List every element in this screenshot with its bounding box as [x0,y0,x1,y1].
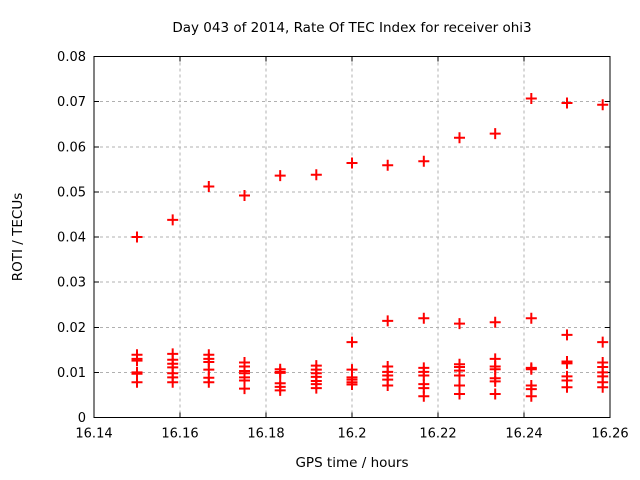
data-point [167,214,179,226]
chart-title: Day 043 of 2014, Rate Of TEC Index for r… [172,20,532,36]
data-point [561,381,573,393]
data-point [525,363,537,375]
data-point [454,132,465,144]
data-point [382,379,394,391]
y-tick-label: 0.06 [57,140,86,155]
data-point [489,128,501,140]
data-point [525,92,537,104]
data-point [131,231,143,243]
y-tick-label: 0.02 [57,321,86,336]
data-point [418,155,430,167]
data-point [346,336,358,348]
data-point [525,390,537,402]
data-point [597,336,609,348]
data-point [418,312,430,324]
y-tick-label: 0.08 [57,50,86,65]
data-point [489,375,501,387]
y-tick-label: 0.07 [57,95,86,110]
data-point [382,315,394,327]
x-axis-label: GPS time / hours [295,455,409,471]
data-point [239,189,250,201]
data-point [561,97,573,109]
y-tick-label: 0.01 [57,366,86,381]
y-tick-label: 0.03 [57,276,86,291]
data-point [561,329,573,341]
y-tick-label: 0.05 [57,185,86,200]
x-tick-label: 16.18 [247,427,284,442]
axis-ticks [93,56,611,418]
data-series [131,92,609,402]
data-point [131,376,143,388]
data-point [346,157,358,169]
data-point [454,318,465,330]
data-point [382,159,394,171]
x-tick-label: 16.24 [505,427,542,442]
x-tick-label: 16.2 [338,427,367,442]
data-point [346,379,358,391]
data-point [561,357,573,369]
x-tick-label: 16.16 [161,427,198,442]
x-tick-label: 16.22 [419,427,456,442]
data-point [454,388,465,400]
data-point [131,355,143,367]
data-point [203,180,215,192]
data-point [418,390,430,402]
data-point [203,376,215,388]
data-point [489,316,501,328]
x-tick-label: 16.14 [75,427,112,442]
data-point [597,381,609,393]
data-point [454,370,465,382]
data-point [167,376,179,388]
y-tick-label: 0 [78,411,86,426]
data-point [525,312,537,324]
y-tick-label: 0.04 [57,231,86,246]
data-point [274,367,286,379]
data-point [239,383,250,395]
gridlines [94,56,610,418]
data-point [310,382,322,394]
data-point [274,170,286,182]
data-point [597,99,609,111]
data-point [274,384,286,396]
tick-labels: 16.14 16.16 16.18 16.2 16.22 16.24 16.26 0 0.01 0… [57,50,629,442]
x-tick-label: 16.26 [591,427,628,442]
data-point [310,169,322,181]
data-point [489,388,501,400]
